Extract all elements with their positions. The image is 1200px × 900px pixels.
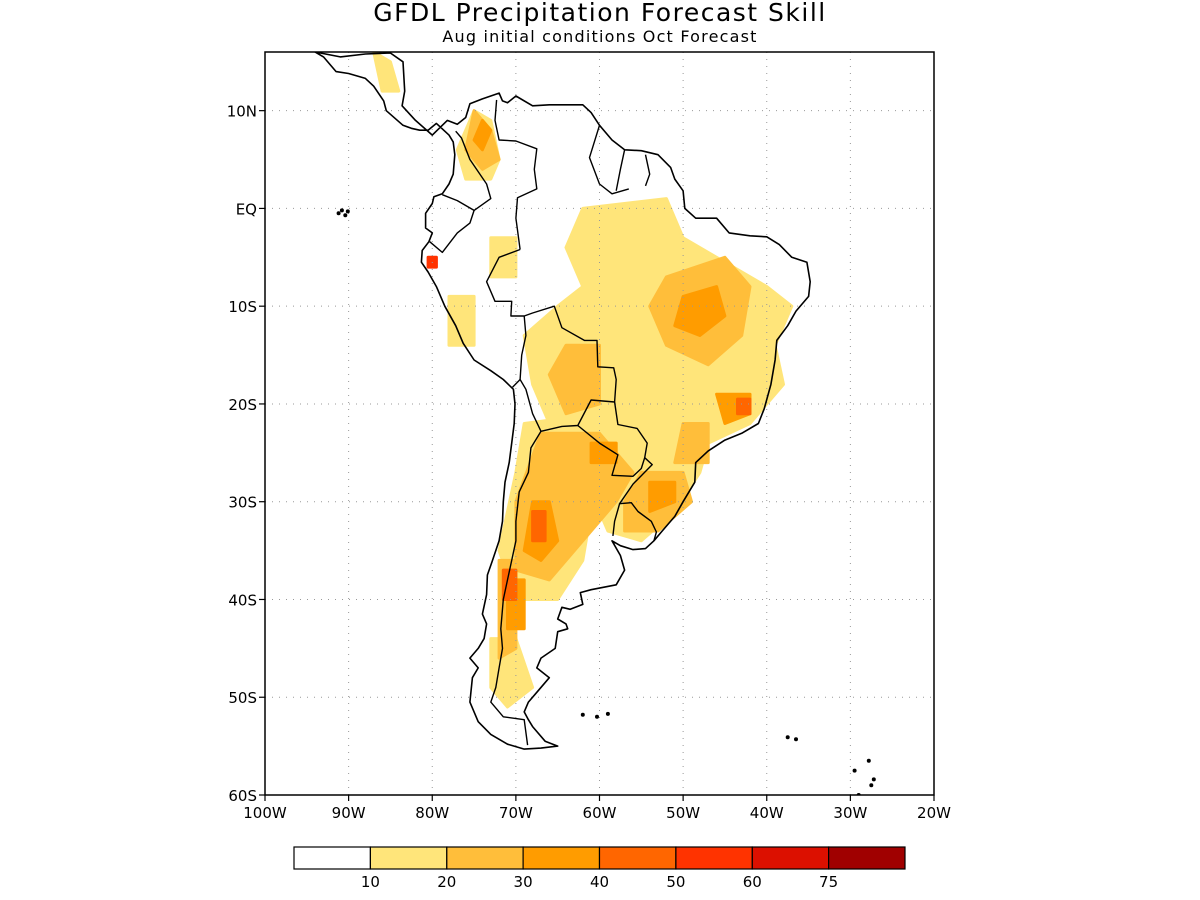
country-border [442, 130, 492, 212]
skill-region [673, 422, 710, 465]
skill-region [501, 568, 518, 601]
skill-region [372, 52, 401, 93]
colorbar-swatch [369, 846, 448, 870]
coastline-layer [314, 52, 876, 795]
lon-tick-label: 30W [833, 804, 867, 822]
colorbar-label: 20 [437, 873, 456, 891]
skill-region [531, 510, 547, 543]
chart-title: GFDL Precipitation Forecast Skill [373, 0, 827, 27]
lon-tick-label: 100W [243, 804, 287, 822]
island [869, 783, 874, 788]
latitude-axis: 10N EQ 10S 20S 30S 40S 50S 60S [227, 103, 265, 805]
island [595, 714, 599, 719]
island [785, 735, 790, 740]
country-border [612, 503, 621, 536]
colorbar-label: 60 [743, 873, 762, 891]
lat-tick-label: EQ [236, 200, 257, 218]
country-border [429, 210, 475, 254]
island [343, 213, 348, 218]
coastline [314, 52, 812, 750]
colorbar-swatch [675, 846, 753, 870]
island [871, 777, 876, 782]
country-border [485, 248, 525, 317]
skill-region [547, 343, 601, 416]
chart-subtitle: Aug initial conditions Oct Forecast [442, 27, 758, 46]
island [852, 768, 857, 773]
colorbar-swatch [293, 846, 372, 870]
lat-tick-label: 10N [227, 103, 257, 121]
skill-region [472, 118, 493, 152]
lon-tick-label: 40W [750, 804, 784, 822]
country-border [490, 430, 542, 746]
skill-region [648, 480, 677, 513]
lat-tick-label: 40S [228, 591, 257, 609]
island [866, 758, 871, 763]
island [794, 737, 798, 742]
country-border [588, 125, 629, 195]
skill-region [673, 285, 727, 337]
colorbar-label: 75 [819, 873, 838, 891]
country-border [644, 154, 651, 187]
lat-tick-label: 10S [228, 298, 257, 316]
longitude-axis: 100W 90W 80W 70W 60W 50W 40W 30W 20W [243, 795, 951, 822]
colorbar-swatch [598, 846, 677, 870]
country-border [618, 457, 658, 541]
colorbar-label: 40 [590, 873, 609, 891]
colorbar-swatch [827, 846, 906, 870]
colorbar-label: 10 [361, 873, 380, 891]
lon-tick-label: 50W [666, 804, 700, 822]
island [580, 712, 585, 717]
skill-shading-layer [372, 52, 794, 709]
country-border [494, 99, 538, 250]
lat-tick-label: 30S [228, 494, 257, 512]
country-border [577, 401, 648, 477]
colorbar-label: 50 [666, 873, 685, 891]
lon-tick-label: 70W [499, 804, 533, 822]
colorbar-label: 30 [514, 873, 533, 891]
colorbar: 10 20 30 40 50 60 75 [293, 846, 906, 891]
skill-region [736, 397, 752, 416]
lat-tick-label: 60S [228, 787, 257, 805]
colorbar-swatch [522, 846, 601, 870]
skill-region [489, 236, 518, 279]
country-border [511, 379, 521, 388]
island [605, 711, 610, 716]
grid-lines [265, 52, 934, 795]
country-border [615, 149, 626, 191]
colorbar-swatch [446, 846, 524, 870]
lon-tick-label: 90W [332, 804, 366, 822]
lon-tick-label: 20W [917, 804, 951, 822]
country-border [519, 305, 617, 432]
skill-region [447, 294, 476, 347]
colorbar-swatch [751, 846, 830, 870]
lon-tick-label: 60W [583, 804, 617, 822]
island [339, 208, 344, 213]
lat-tick-label: 20S [228, 396, 257, 414]
island [336, 211, 341, 216]
island [345, 209, 350, 214]
lon-tick-label: 80W [415, 804, 449, 822]
lat-tick-label: 50S [228, 689, 257, 707]
